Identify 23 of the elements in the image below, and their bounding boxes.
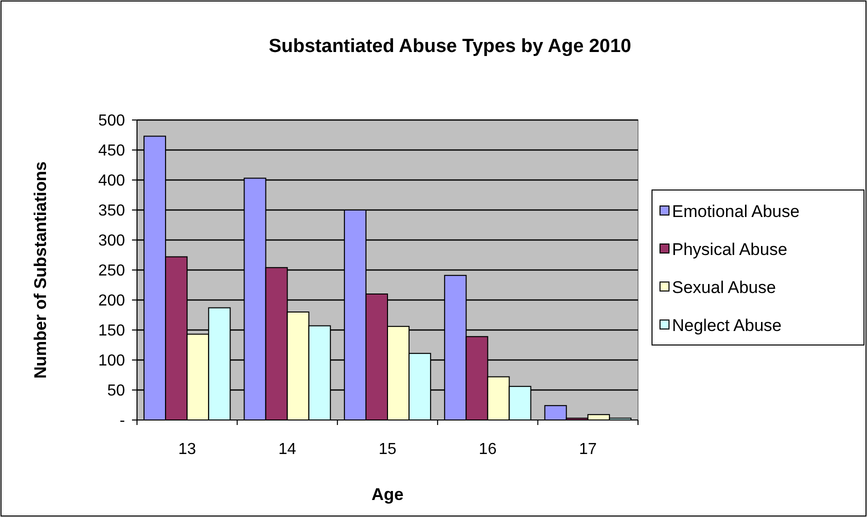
y-tick-label: 450 xyxy=(98,142,126,160)
legend-label: Emotional Abuse xyxy=(672,202,800,221)
legend-label: Physical Abuse xyxy=(672,240,788,259)
y-tick-label: 500 xyxy=(98,112,126,130)
y-axis-title: Number of Substantiations xyxy=(31,161,50,379)
y-tick-label: 100 xyxy=(98,352,126,370)
x-tick-label: 14 xyxy=(278,441,296,458)
x-axis-title: Age xyxy=(371,485,404,504)
chart-title: Substantiated Abuse Types by Age 2010 xyxy=(268,36,632,57)
y-tick-label: - xyxy=(120,412,125,430)
legend-label: Neglect Abuse xyxy=(672,316,782,335)
y-tick-label: 200 xyxy=(98,292,126,310)
y-tick-label: 400 xyxy=(98,172,126,190)
legend-label: Sexual Abuse xyxy=(672,278,776,297)
y-tick-label: 150 xyxy=(98,322,126,340)
y-tick-label: 250 xyxy=(98,262,126,280)
y-tick-label: 350 xyxy=(98,202,126,220)
x-tick-label: 15 xyxy=(378,441,396,458)
y-tick-label: 50 xyxy=(107,382,126,400)
y-tick-label: 300 xyxy=(98,232,126,250)
x-tick-label: 13 xyxy=(178,441,196,458)
x-tick-label: 16 xyxy=(478,441,497,458)
x-tick-label: 17 xyxy=(579,441,597,458)
